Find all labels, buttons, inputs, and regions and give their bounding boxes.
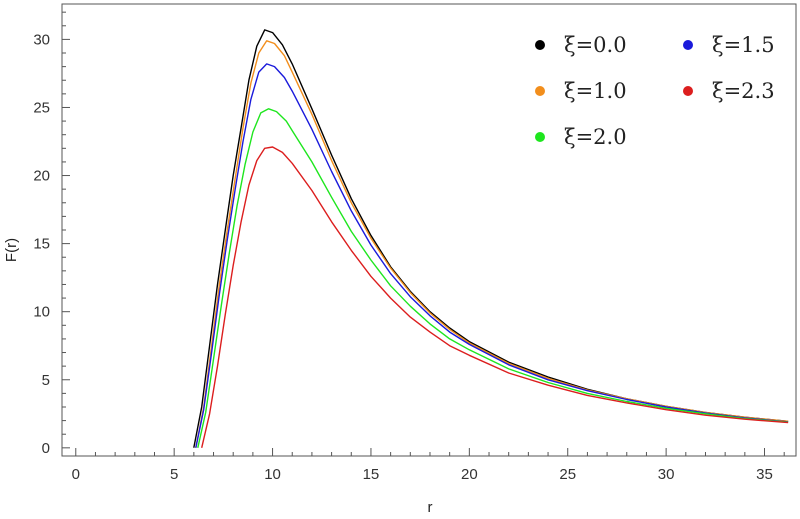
x-tick-label: 35 — [756, 466, 773, 483]
series-line — [197, 108, 789, 448]
y-tick-label: 10 — [33, 304, 50, 321]
series-line — [193, 29, 789, 448]
x-tick-label: 30 — [658, 466, 675, 483]
series-lines — [193, 29, 789, 448]
x-tick-label: 0 — [72, 466, 80, 483]
legend-marker — [535, 132, 545, 142]
x-tick-label: 25 — [559, 466, 576, 483]
y-tick-label: 0 — [42, 440, 50, 457]
series-line — [195, 63, 789, 448]
y-axis: 0 5 10 15 20 25 30 — [33, 11, 70, 457]
legend-label: ξ=1.5 — [712, 33, 775, 57]
x-tick-label: 20 — [461, 466, 478, 483]
y-tick-label: 15 — [33, 236, 50, 253]
series-line — [201, 146, 789, 448]
x-tick-label: 10 — [264, 466, 281, 483]
legend-label: ξ=0.0 — [564, 33, 627, 57]
legend-label: ξ=1.0 — [564, 79, 627, 103]
x-tick-label: 15 — [363, 466, 380, 483]
y-tick-label: 25 — [33, 99, 50, 116]
x-tick-label: 5 — [170, 466, 178, 483]
y-axis-title: F(r) — [3, 238, 20, 262]
y-tick-label: 20 — [33, 168, 50, 185]
plot-frame — [61, 3, 797, 457]
y-tick-label: 5 — [42, 372, 50, 389]
legend-marker — [683, 86, 693, 96]
legend-marker — [535, 86, 545, 96]
x-axis-title: r — [428, 499, 433, 516]
x-axis: 0 5 10 15 20 25 30 35 — [72, 448, 785, 483]
y-tick-label: 30 — [33, 31, 50, 48]
legend-marker — [683, 40, 693, 50]
legend-marker — [535, 40, 545, 50]
legend-label: ξ=2.0 — [564, 125, 627, 149]
series-line — [195, 40, 789, 448]
legend-label: ξ=2.3 — [712, 79, 775, 103]
legend: ξ=0.0 ξ=1.0 ξ=2.0 ξ=1.5 ξ=2.3 — [535, 33, 775, 149]
